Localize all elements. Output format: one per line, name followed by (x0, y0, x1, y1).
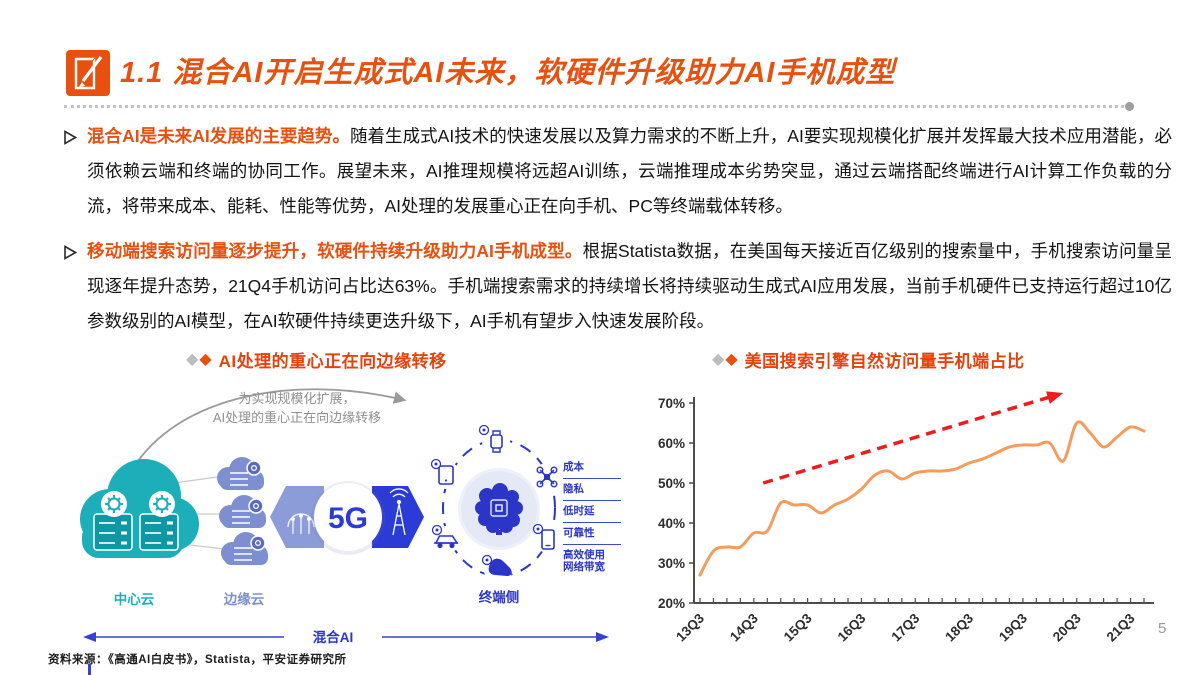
x-axis-tick-label: 13Q3 (673, 610, 707, 644)
data-line (698, 420, 1146, 577)
benefit-label: 可靠性 (563, 524, 621, 545)
terminal-side-label: 终端侧 (479, 589, 520, 605)
x-axis-tick-label: 18Q3 (942, 610, 976, 644)
diagram-annotation-line1: 为实现规模化扩展， (238, 391, 355, 406)
central-cloud-label: 中心云 (114, 591, 155, 607)
divider-end-dot-icon (1125, 102, 1134, 111)
cell-tower-icon (389, 488, 409, 536)
x-axis-tick-label: 15Q3 (781, 610, 815, 644)
tablet-icon (430, 458, 460, 489)
y-axis-tick-label: 30% (658, 556, 685, 571)
source-note: 资料来源：《高通AI白皮书》，Statista，平安证券研究所 (48, 654, 347, 666)
bullet-item: 移动端搜索访问量逐步提升，软硬件持续升级助力AI手机成型。根据Statista数… (64, 234, 1172, 339)
diagram-annotation-line2: AI处理的重心正在向边缘转移 (213, 410, 381, 425)
trend-arrowhead-icon (1046, 391, 1064, 404)
5g-circle (314, 483, 382, 551)
left-chevron-shape (270, 486, 324, 548)
benefit-label: 高效使用网络带宽 (563, 549, 605, 573)
page-number: 5 (1158, 620, 1167, 637)
y-axis-tick-label: 20% (658, 596, 685, 611)
right-arrowhead-icon (596, 632, 609, 642)
x-axis-tick-label: 21Q3 (1104, 610, 1138, 644)
dashed-device-ring (442, 439, 556, 577)
smartphone-icon (532, 523, 562, 553)
benefit-label: 低时延 (563, 502, 621, 523)
x-axis-tick-label: 17Q3 (888, 610, 922, 644)
right-section-title: 美国搜索引擎自然访问量手机端占比 (744, 351, 1025, 371)
bullet-lead: 混合AI是未来AI发展的主要趋势。 (87, 126, 350, 146)
y-axis-tick-label: 40% (658, 516, 685, 531)
drone-icon (533, 463, 561, 491)
left-arrowhead-icon (83, 632, 96, 642)
mobile-search-share-chart: 20% 30% 40% 50% 60% 70% 13Q3 14Q3 15Q3 16Q3 17Q3 18… (658, 391, 1154, 644)
arrow-bullet-icon (64, 119, 78, 224)
server-rack-icon (139, 513, 179, 551)
right-section-header: ◆ ◆ 美国搜索引擎自然访问量手机端占比 (712, 346, 1025, 372)
server-rack-icon (93, 513, 133, 551)
hybrid-ai-diagram: 为实现规模化扩展， AI处理的重心正在向边缘转移 (80, 388, 609, 645)
y-axis-tick-label: 70% (658, 396, 685, 411)
gear-icon (101, 491, 127, 517)
gear-icon (149, 491, 175, 517)
central-cloud (80, 459, 199, 558)
right-arrow-shape (372, 486, 424, 548)
benefit-label: 成本 (563, 458, 621, 479)
left-section-header: ◆ ◆ AI处理的重心正在向边缘转移 (186, 346, 447, 372)
benefits-list: 成本 隐私 低时延 可靠性高效使用网络带宽 (563, 458, 621, 579)
gray-diamond-icon: ◆ (712, 351, 725, 368)
bullet-list: 混合AI是未来AI发展的主要趋势。随着生成式AI技术的快速发展以及算力需求的不断… (64, 119, 1172, 349)
left-section-title: AI处理的重心正在向边缘转移 (218, 351, 447, 371)
smartwatch-icon (478, 424, 510, 455)
orange-diamond-icon: ◆ (199, 351, 212, 368)
page-title: 1.1 混合AI开启生成式AI未来，软硬件升级助力AI手机成型 (120, 57, 896, 89)
x-axis-tick-label: 14Q3 (727, 610, 761, 644)
car-icon (431, 524, 460, 554)
bullet-body: 根据Statista数据，在美国每天接近百亿级别的搜索量中，手机搜索访问量呈现逐… (87, 241, 1172, 331)
benefit-label: 隐私 (563, 480, 621, 501)
5g-connectivity-group: 5G (270, 481, 424, 555)
edge-cloud-icon (217, 457, 264, 490)
x-axis-tick-label: 19Q3 (996, 610, 1030, 644)
arrow-bullet-icon (64, 234, 78, 339)
y-axis-tick-label: 50% (658, 476, 685, 491)
x-axis-tick-label: 16Q3 (835, 610, 869, 644)
edge-cloud-icon (221, 532, 268, 565)
curved-transfer-arrow (126, 388, 407, 480)
antenna-icon (287, 513, 315, 534)
5g-label: 5G (328, 502, 368, 535)
ai-brain-chip-icon (475, 483, 523, 535)
hybrid-ai-label: 混合AI (313, 629, 354, 645)
orange-diamond-icon: ◆ (725, 351, 738, 368)
bullet-text: 移动端搜索访问量逐步提升，软硬件持续升级助力AI手机成型。根据Statista数… (87, 234, 1172, 339)
y-axis-tick-label: 60% (658, 436, 685, 451)
edge-clouds (217, 457, 268, 565)
bullet-item: 混合AI是未来AI发展的主要趋势。随着生成式AI技术的快速发展以及算力需求的不断… (64, 119, 1172, 224)
trend-arrow-line (762, 394, 1053, 485)
bullet-body: 随着生成式AI技术的快速发展以及算力需求的不断上升，AI要实现规模化扩展并发挥最… (87, 126, 1172, 216)
dotted-divider (64, 105, 1124, 108)
edge-cloud-icon (219, 495, 266, 528)
gray-diamond-icon: ◆ (186, 351, 199, 368)
corner-decoration (88, 664, 91, 675)
terminal-side-group (430, 424, 562, 584)
pencil-edit-icon (66, 50, 110, 96)
x-axis-tick-label: 20Q3 (1050, 610, 1084, 644)
wearable-foot-icon (481, 554, 512, 584)
edge-cloud-label: 边缘云 (223, 591, 265, 607)
bullet-lead: 移动端搜索访问量逐步提升，软硬件持续升级助力AI手机成型。 (87, 241, 583, 261)
bullet-text: 混合AI是未来AI发展的主要趋势。随着生成式AI技术的快速发展以及算力需求的不断… (87, 119, 1172, 224)
